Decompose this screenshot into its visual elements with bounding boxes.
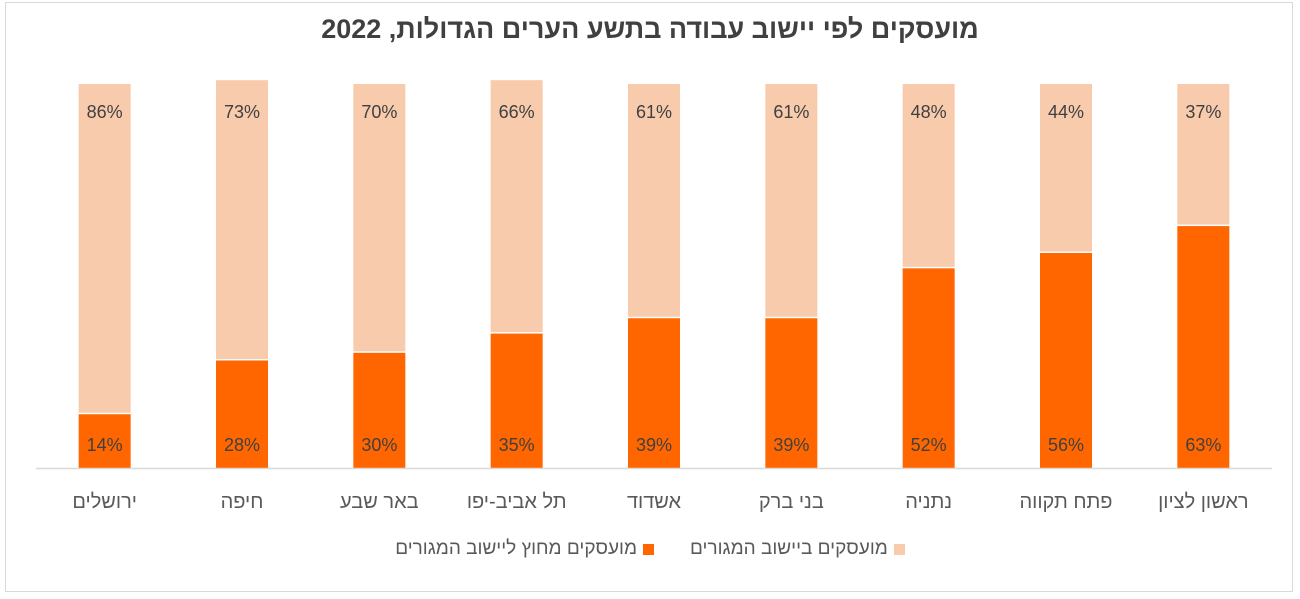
bar-outside	[490, 333, 543, 468]
data-label-inside: 86%	[87, 102, 123, 122]
category-label: נתניה	[905, 491, 952, 513]
data-label-outside: 35%	[499, 435, 535, 455]
data-label-inside: 48%	[911, 102, 947, 122]
category-label: ראשון לציון	[1158, 491, 1248, 513]
data-label-outside: 14%	[87, 435, 123, 455]
data-label-outside: 56%	[1048, 435, 1084, 455]
data-label-outside: 30%	[361, 435, 397, 455]
category-label: ירושלים	[72, 491, 137, 513]
bar-outside	[78, 414, 131, 468]
category-label: באר שבע	[340, 491, 419, 513]
data-label-inside: 61%	[636, 102, 672, 122]
data-label-inside: 61%	[773, 102, 809, 122]
data-label-outside: 28%	[224, 435, 260, 455]
chart-frame	[5, 2, 1293, 592]
data-label-inside: 70%	[361, 102, 397, 122]
bar-inside	[628, 84, 680, 317]
data-label-outside: 39%	[773, 435, 809, 455]
bar-inside	[765, 84, 818, 317]
bar-inside	[1040, 84, 1092, 252]
bar-inside	[353, 84, 406, 352]
legend: מועסקים ביישוב המגורים מועסקים מחוץ לייש…	[0, 538, 1300, 560]
category-label: אשדוד	[627, 491, 682, 513]
legend-item-outside: מועסקים מחוץ ליישוב המגורים	[395, 538, 655, 560]
chart-title: מועסקים לפי יישוב עבודה בתשע הערים הגדול…	[321, 14, 979, 44]
category-label: תל אביב-יפו	[467, 491, 567, 513]
legend-swatch-inside	[893, 543, 905, 555]
category-label: בני ברק	[759, 491, 824, 513]
bar-inside	[78, 84, 131, 413]
bar-inside	[902, 84, 955, 267]
data-label-inside: 44%	[1048, 102, 1084, 122]
bar-outside	[216, 360, 268, 468]
legend-label-inside: מועסקים ביישוב המגורים	[690, 538, 888, 559]
legend-label-outside: מועסקים מחוץ ליישוב המגורים	[395, 538, 638, 559]
bar-outside	[902, 268, 955, 468]
bar-outside	[1177, 226, 1230, 468]
category-label: פתח תקווה	[1019, 491, 1112, 513]
data-label-inside: 66%	[499, 102, 535, 122]
data-label-inside: 37%	[1185, 102, 1221, 122]
bar-outside	[765, 318, 818, 468]
data-label-outside: 52%	[911, 435, 947, 455]
bar-inside	[216, 80, 268, 359]
data-label-outside: 63%	[1185, 435, 1221, 455]
data-label-outside: 39%	[636, 435, 672, 455]
data-label-inside: 73%	[224, 102, 260, 122]
bar-inside	[1177, 84, 1230, 225]
bar-outside	[628, 318, 680, 468]
bar-inside	[490, 80, 543, 333]
legend-item-inside: מועסקים ביישוב המגורים	[690, 538, 905, 560]
bar-outside	[353, 352, 406, 468]
bar-outside	[1040, 252, 1092, 468]
legend-swatch-outside	[643, 543, 655, 555]
category-label: חיפה	[221, 491, 264, 513]
